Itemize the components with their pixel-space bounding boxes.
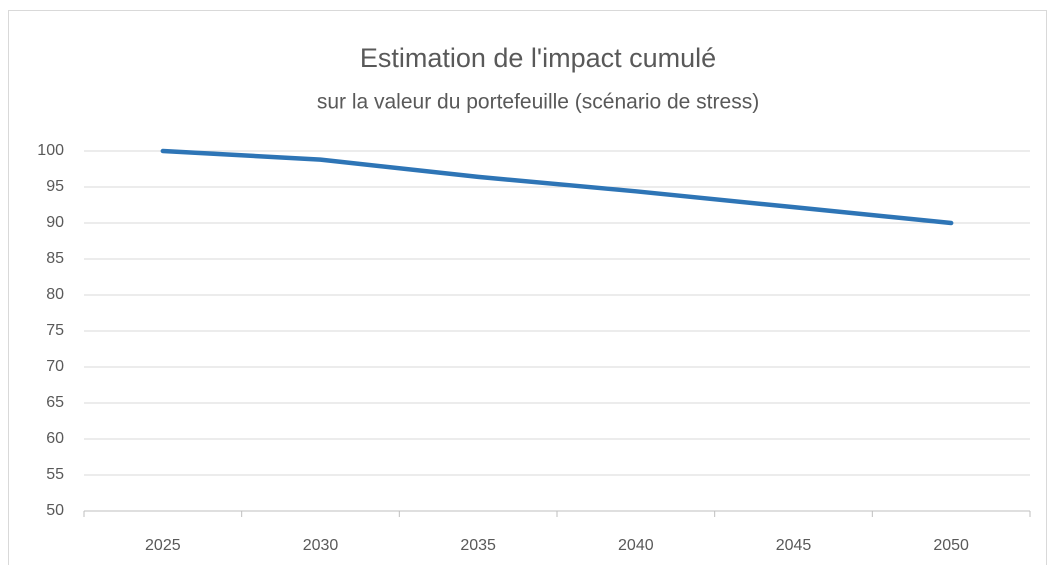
y-tick-label: 55 — [46, 466, 64, 483]
y-tick-label: 85 — [46, 250, 64, 267]
y-tick-label: 60 — [46, 430, 64, 447]
line-series — [160, 148, 954, 226]
chart-subtitle: sur la valeur du portefeuille (scénario … — [317, 91, 759, 114]
y-tick-label: 50 — [46, 502, 64, 519]
chart-border — [8, 10, 1047, 565]
y-tick-label: 100 — [37, 142, 64, 159]
y-tick-label: 95 — [46, 178, 64, 195]
x-tick-label: 2050 — [933, 537, 969, 554]
y-tick-label: 70 — [46, 358, 64, 375]
y-tick-label: 90 — [46, 214, 64, 231]
x-tick-label: 2025 — [145, 537, 181, 554]
y-tick-label: 75 — [46, 322, 64, 339]
x-tick-label: 2045 — [776, 537, 812, 554]
chart-title: Estimation de l'impact cumulé — [360, 43, 716, 73]
y-tick-label: 65 — [46, 394, 64, 411]
x-tick-label: 2030 — [303, 537, 339, 554]
y-tick-label: 80 — [46, 286, 64, 303]
x-tick-label: 2040 — [618, 537, 654, 554]
x-tick-label: 2035 — [460, 537, 496, 554]
